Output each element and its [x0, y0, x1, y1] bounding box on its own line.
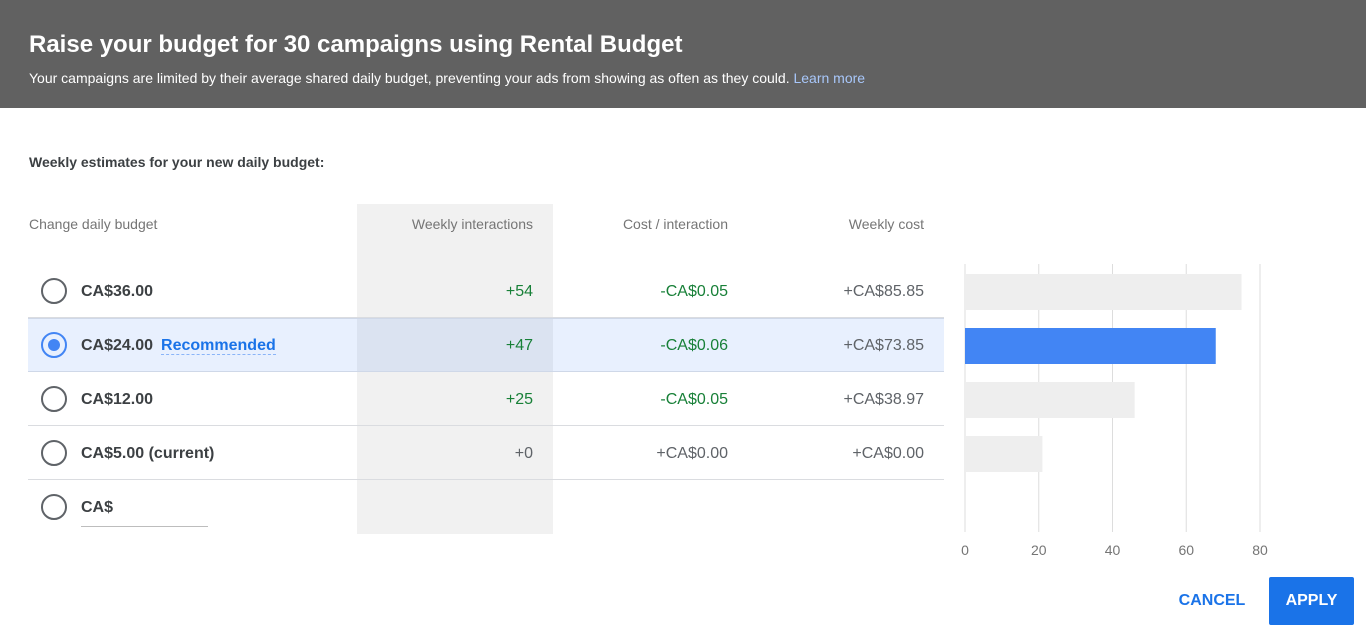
apply-button[interactable]: APPLY: [1269, 577, 1354, 625]
column-header-weekly-cost: Weekly cost: [848, 216, 924, 232]
budget-option-row-current[interactable]: CA$5.00 (current) +0 +CA$0.00 +CA$0.00: [28, 426, 944, 480]
radio-button[interactable]: [41, 278, 67, 304]
radio-button[interactable]: [41, 440, 67, 466]
budget-option-row[interactable]: CA$12.00 +25 -CA$0.05 +CA$38.97: [28, 372, 944, 426]
budget-amount: CA$36.00: [81, 283, 154, 300]
chart-bar: [965, 274, 1242, 310]
x-axis-tick-label: 40: [1105, 542, 1121, 558]
x-axis-tick-label: 20: [1031, 542, 1047, 558]
budget-amount: CA$5.00 (current): [81, 445, 215, 462]
chart-bar: [965, 436, 1043, 472]
budget-amount-value: CA$24.00: [81, 337, 154, 354]
chart-bar-recommended: [965, 328, 1216, 364]
cost-per-interaction: -CA$0.05: [660, 283, 728, 300]
recommended-label[interactable]: Recommended: [161, 337, 276, 355]
radio-button[interactable]: [41, 494, 67, 520]
weekly-cost: +CA$73.85: [843, 337, 924, 354]
column-header-budget: Change daily budget: [29, 216, 158, 232]
chart-bar: [965, 382, 1135, 418]
custom-budget-input[interactable]: [81, 526, 208, 527]
cancel-button[interactable]: CANCEL: [1178, 592, 1246, 609]
budget-option-row[interactable]: CA$36.00 +54 -CA$0.05 +CA$85.85: [28, 264, 944, 318]
x-axis-tick-label: 60: [1178, 542, 1194, 558]
budget-amount: CA$12.00: [81, 391, 154, 408]
weekly-interactions: +0: [514, 445, 533, 462]
dialog-header: Raise your budget for 30 campaigns using…: [0, 0, 1366, 108]
section-title: Weekly estimates for your new daily budg…: [29, 154, 325, 170]
budget-option-row-recommended[interactable]: CA$24.00 Recommended +47 -CA$0.06 +CA$73.…: [28, 318, 944, 372]
weekly-interactions: +54: [505, 283, 533, 300]
cost-per-interaction: +CA$0.00: [656, 445, 728, 462]
weekly-cost: +CA$0.00: [852, 445, 924, 462]
dialog-subtitle: Your campaigns are limited by their aver…: [29, 70, 865, 86]
learn-more-link[interactable]: Learn more: [793, 70, 866, 86]
radio-button-selected[interactable]: [41, 332, 67, 358]
dialog-title: Raise your budget for 30 campaigns using…: [29, 31, 683, 58]
budget-amount: CA$24.00 Recommended: [81, 337, 276, 355]
subtitle-text: Your campaigns are limited by their aver…: [29, 70, 790, 86]
budget-bar-chart: 0 20 40 60 80: [961, 264, 1268, 558]
custom-budget-currency: CA$: [81, 499, 114, 516]
budget-option-row-custom[interactable]: CA$: [28, 480, 944, 534]
x-axis-tick-label: 0: [961, 542, 969, 558]
weekly-interactions: +47: [505, 337, 533, 354]
cost-per-interaction: -CA$0.05: [660, 391, 728, 408]
weekly-cost: +CA$38.97: [843, 391, 924, 408]
column-header-cost-per-interaction: Cost / interaction: [622, 216, 728, 232]
column-header-interactions: Weekly interactions: [411, 216, 533, 232]
weekly-interactions: +25: [505, 391, 533, 408]
radio-button[interactable]: [41, 386, 67, 412]
cost-per-interaction: -CA$0.06: [660, 337, 728, 354]
x-axis-tick-label: 80: [1252, 542, 1268, 558]
weekly-cost: +CA$85.85: [843, 283, 924, 300]
